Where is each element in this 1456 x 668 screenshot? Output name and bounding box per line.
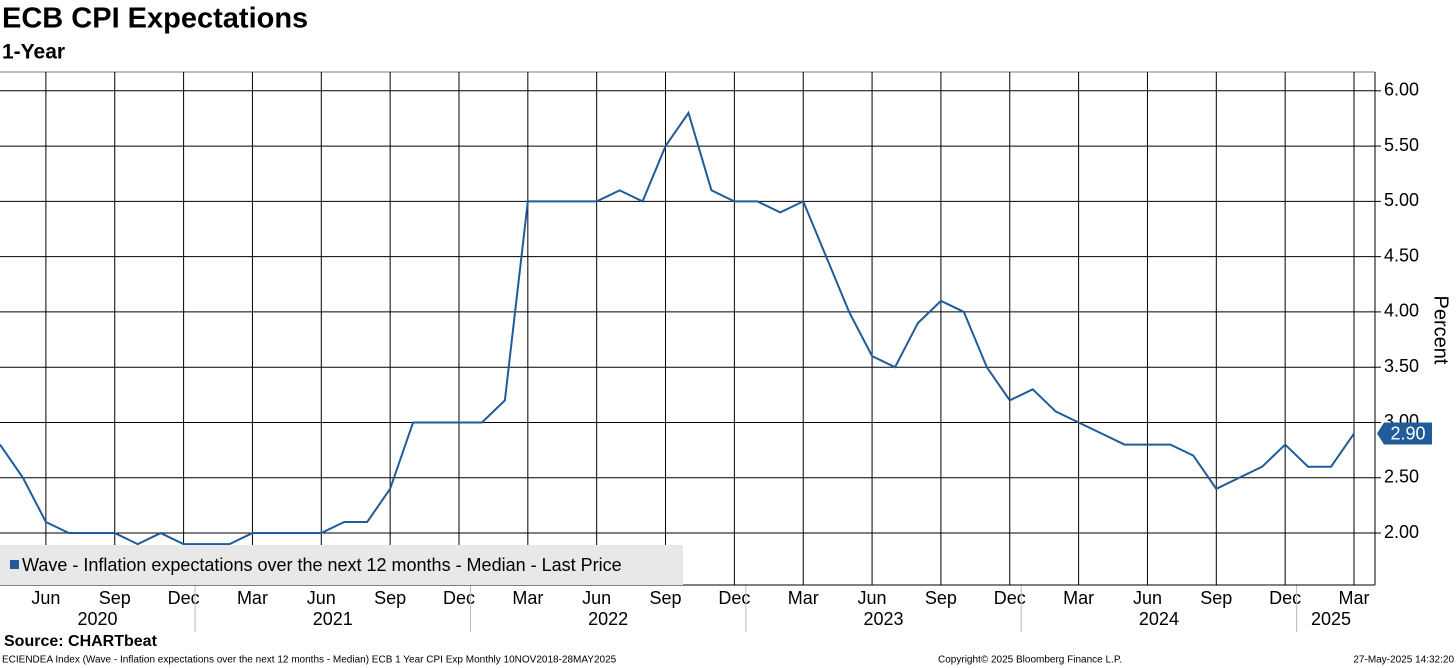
y-tick-label: 5.00 bbox=[1384, 190, 1419, 210]
y-tick-label: 2.00 bbox=[1384, 522, 1419, 542]
x-tick-label: Dec bbox=[994, 588, 1026, 608]
legend-swatch bbox=[10, 560, 19, 569]
x-tick-label: Mar bbox=[788, 588, 819, 608]
x-group-label: 2021 bbox=[313, 609, 353, 629]
x-tick-label: Jun bbox=[858, 588, 887, 608]
x-tick-label: Jun bbox=[582, 588, 611, 608]
footer-center: Copyright© 2025 Bloomberg Finance L.P. bbox=[938, 655, 1122, 666]
legend-box bbox=[0, 545, 683, 585]
x-group-label: 2024 bbox=[1139, 609, 1179, 629]
x-group-label: 2022 bbox=[588, 609, 628, 629]
x-tick-label: Jun bbox=[307, 588, 336, 608]
chart-title: ECB CPI Expectations bbox=[2, 3, 308, 35]
x-tick-label: Sep bbox=[925, 588, 957, 608]
x-tick-label: Mar bbox=[237, 588, 268, 608]
value-tag bbox=[1377, 422, 1432, 445]
x-group-label: 2020 bbox=[78, 609, 118, 629]
x-group-label: 2025 bbox=[1311, 609, 1351, 629]
legend-label: Wave - Inflation expectations over the n… bbox=[22, 555, 622, 575]
y-axis-label: Percent bbox=[1430, 296, 1452, 365]
y-tick-label: 6.00 bbox=[1384, 80, 1419, 100]
x-tick-label: Jun bbox=[31, 588, 60, 608]
y-tick-label: 4.00 bbox=[1384, 301, 1419, 321]
footer-right: 27-May-2025 14:32:20 bbox=[1353, 655, 1454, 666]
y-tick-label: 2.50 bbox=[1384, 467, 1419, 487]
x-tick-label: Mar bbox=[1339, 588, 1370, 608]
x-tick-label: Dec bbox=[168, 588, 200, 608]
x-tick-label: Dec bbox=[443, 588, 475, 608]
x-tick-label: Jun bbox=[1133, 588, 1162, 608]
x-tick-label: Sep bbox=[374, 588, 406, 608]
x-tick-label: Sep bbox=[650, 588, 682, 608]
y-tick-label: 3.50 bbox=[1384, 356, 1419, 376]
legend: Wave - Inflation expectations over the n… bbox=[0, 545, 683, 585]
y-tick-label: 5.50 bbox=[1384, 135, 1419, 155]
x-tick-label: Dec bbox=[718, 588, 750, 608]
x-tick-label: Mar bbox=[512, 588, 543, 608]
x-group-label: 2023 bbox=[864, 609, 904, 629]
x-tick-label: Sep bbox=[1200, 588, 1232, 608]
x-tick-label: Dec bbox=[1269, 588, 1301, 608]
chart-subtitle: 1-Year bbox=[2, 41, 65, 64]
source: Source: CHARTbeat bbox=[4, 633, 158, 650]
line bbox=[0, 110, 1355, 546]
y-tick-label: 4.50 bbox=[1384, 245, 1419, 265]
x-tick-label: Sep bbox=[99, 588, 131, 608]
value-label: 2.90 bbox=[1390, 423, 1425, 443]
footer-left: ECIENDEA Index (Wave - Inflation expecta… bbox=[2, 655, 617, 666]
x-tick-label: Mar bbox=[1063, 588, 1094, 608]
